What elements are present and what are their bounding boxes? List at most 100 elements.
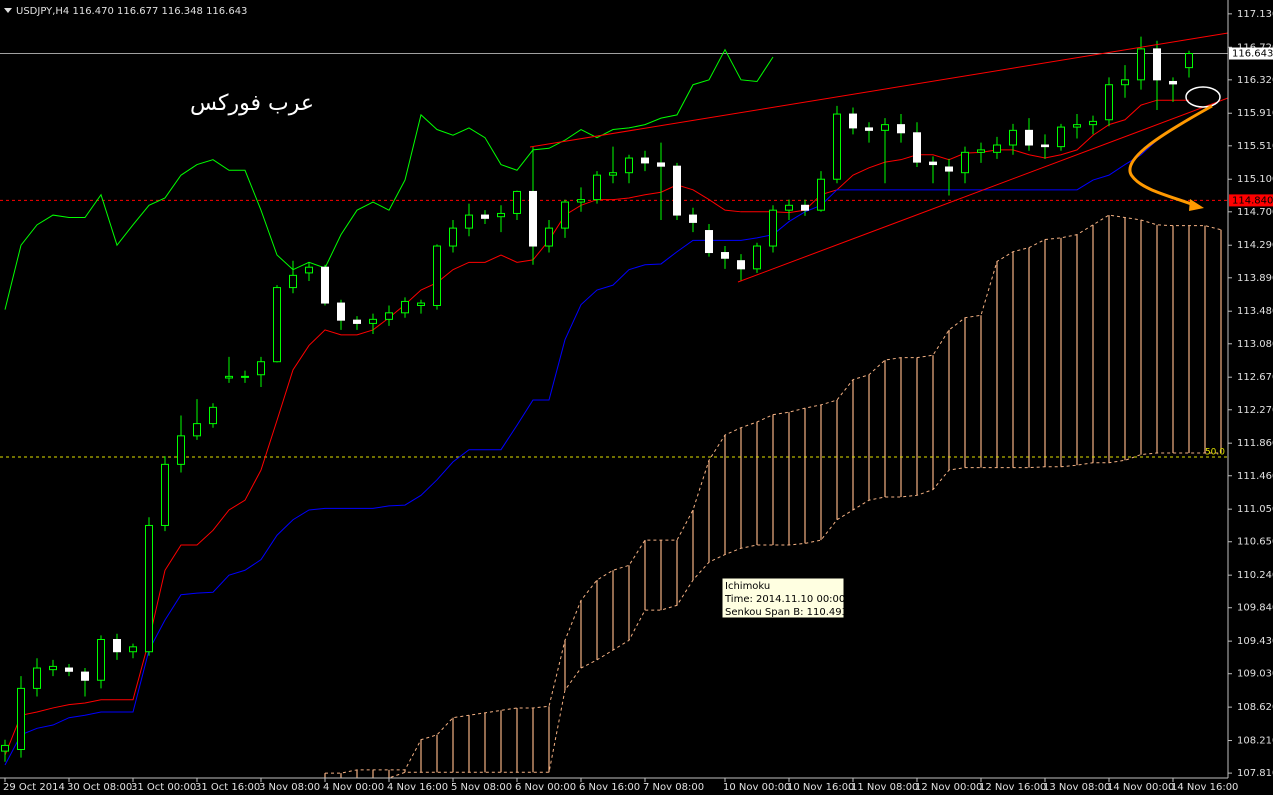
y-tick-label: 113.890	[1237, 273, 1273, 284]
candle-body	[1153, 48, 1161, 81]
candle-body	[1169, 80, 1177, 85]
candle-body	[689, 214, 697, 223]
candle-body	[241, 375, 249, 378]
candle-body	[385, 312, 393, 320]
indicator-line	[4, 48, 774, 310]
candle-body	[449, 227, 457, 247]
y-tick-label: 115.100	[1237, 174, 1273, 185]
candle-body	[321, 266, 329, 304]
candle-body	[913, 132, 921, 163]
y-tick-label: 112.670	[1237, 372, 1273, 383]
y-tick-label: 107.810	[1237, 768, 1273, 779]
x-tick-label: 14 Nov 00:00	[1107, 782, 1174, 793]
y-tick-label: 108.620	[1237, 702, 1273, 713]
candle-body	[481, 214, 489, 219]
tooltip-box	[721, 577, 845, 619]
candle-body	[193, 423, 201, 437]
candle-body	[353, 319, 361, 324]
candle-body	[65, 667, 73, 672]
candle-body	[1057, 126, 1065, 148]
y-tick-label: 110.650	[1237, 537, 1273, 548]
price-box	[1229, 47, 1273, 60]
candle-body	[257, 361, 265, 376]
candle-body	[161, 463, 169, 526]
candle-body	[641, 157, 649, 164]
level-label: 50.0	[1205, 448, 1225, 458]
x-tick-label: 30 Oct 08:00	[67, 782, 132, 793]
candle-body	[929, 161, 937, 166]
candle-body	[513, 190, 521, 214]
candle-body	[881, 124, 889, 131]
candle-body	[145, 524, 153, 653]
candle-body	[1041, 144, 1049, 148]
arrow-head	[1189, 199, 1204, 211]
tooltip: Ichimoku Time: 2014.11.10 00:00 Senkou S…	[721, 577, 848, 619]
price-label: 116.643	[1232, 49, 1273, 60]
y-tick-label: 112.270	[1237, 405, 1273, 416]
candle-body	[849, 113, 857, 129]
trend-line	[529, 32, 1228, 148]
candle-body	[225, 375, 233, 379]
candle-body	[113, 639, 121, 653]
price-box	[1229, 194, 1273, 207]
candle-body	[561, 201, 569, 229]
x-tick-label: 5 Nov 08:00	[451, 782, 512, 793]
x-tick-label: 10 Nov 00:00	[723, 782, 790, 793]
candle-body	[1009, 129, 1017, 146]
menu-arrow[interactable]	[4, 8, 12, 13]
candle-body	[1073, 124, 1081, 128]
candle-body	[945, 166, 953, 172]
candle-body	[593, 174, 601, 201]
highlight-ellipse	[1185, 86, 1221, 108]
candle-body	[1185, 53, 1193, 69]
y-tick-label: 113.480	[1237, 306, 1273, 317]
candle-body	[17, 687, 25, 750]
x-tick-label: 12 Nov 00:00	[915, 782, 982, 793]
y-tick-label: 110.240	[1237, 570, 1273, 581]
candle-body	[817, 178, 825, 211]
x-tick-label: 6 Nov 00:00	[515, 782, 576, 793]
cloud-edge	[325, 214, 1222, 774]
y-tick-label: 114.290	[1237, 240, 1273, 251]
tooltip-time: Time: 2014.11.10 00:00	[724, 594, 845, 605]
x-tick-label: 10 Nov 16:00	[787, 782, 854, 793]
x-tick-label: 6 Nov 16:00	[579, 782, 640, 793]
axes: 117.130116.720116.320115.910115.510115.1…	[3, 9, 1273, 793]
candle-body	[305, 266, 313, 274]
forecast-arrow	[1128, 104, 1213, 207]
candle-body	[625, 157, 633, 174]
chart-header: USDJPY,H4 116.470 116.677 116.348 116.64…	[16, 6, 247, 17]
candle-body	[33, 667, 41, 689]
y-tick-label: 116.320	[1237, 75, 1273, 86]
drawings	[529, 32, 1228, 283]
y-tick-label: 111.460	[1237, 471, 1273, 482]
x-tick-label: 14 Nov 16:00	[1171, 782, 1238, 793]
candle-body	[737, 260, 745, 270]
candle-body	[465, 214, 473, 229]
candle-body	[1121, 79, 1129, 86]
candle-body	[785, 204, 793, 211]
candle-body	[833, 113, 841, 180]
candle-body	[209, 406, 217, 425]
x-tick-label: 29 Oct 2014	[3, 782, 65, 793]
candle-body	[289, 274, 297, 289]
candle-body	[177, 435, 185, 465]
candle-body	[433, 245, 441, 306]
candle-body	[81, 671, 89, 681]
y-tick-label: 108.210	[1237, 736, 1273, 747]
candle-body	[545, 227, 553, 247]
y-tick-label: 115.510	[1237, 141, 1273, 152]
candle-body	[1137, 48, 1145, 81]
candle-body	[753, 245, 761, 270]
candle-body	[497, 212, 505, 218]
x-tick-label: 12 Nov 16:00	[979, 782, 1046, 793]
candle-body	[337, 302, 345, 321]
candle-body	[577, 199, 585, 203]
y-tick-label: 114.700	[1237, 207, 1273, 218]
candle-body	[49, 665, 57, 671]
y-tick-label: 113.080	[1237, 339, 1273, 350]
cloud-edge	[337, 452, 1221, 778]
candle-body	[273, 287, 281, 363]
